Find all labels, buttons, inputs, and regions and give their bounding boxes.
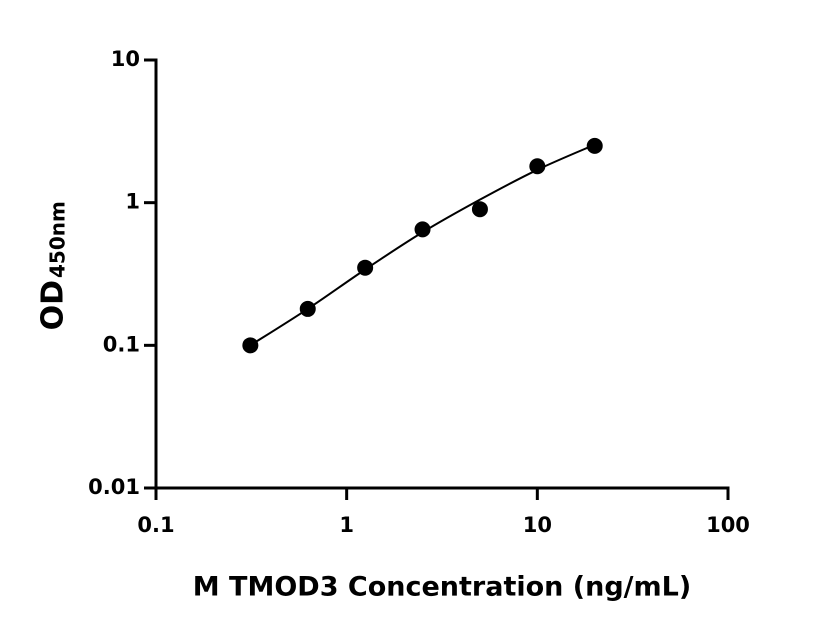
x-tick-label: 10 (523, 513, 552, 537)
data-point (357, 259, 374, 276)
x-tick-label: 1 (339, 513, 354, 537)
y-tick-label: 0.01 (88, 475, 140, 499)
x-tick-label: 100 (706, 513, 750, 537)
data-point (529, 158, 546, 175)
data-point (586, 137, 603, 154)
x-axis-title: M TMOD3 Concentration (ng/mL) (193, 572, 691, 603)
y-axis-subscript: 450nm (46, 201, 70, 278)
data-point (471, 201, 488, 218)
y-tick-label: 1 (125, 190, 140, 214)
fit-curve (249, 143, 596, 347)
data-point (299, 300, 316, 317)
y-axis-title-group: OD 450nm (36, 201, 71, 330)
data-point (242, 337, 259, 354)
y-axis-title: OD (36, 280, 71, 330)
x-tick-label: 0.1 (137, 513, 174, 537)
y-tick-label: 0.1 (103, 332, 140, 356)
data-point (414, 221, 431, 238)
y-tick-label: 10 (111, 47, 140, 71)
